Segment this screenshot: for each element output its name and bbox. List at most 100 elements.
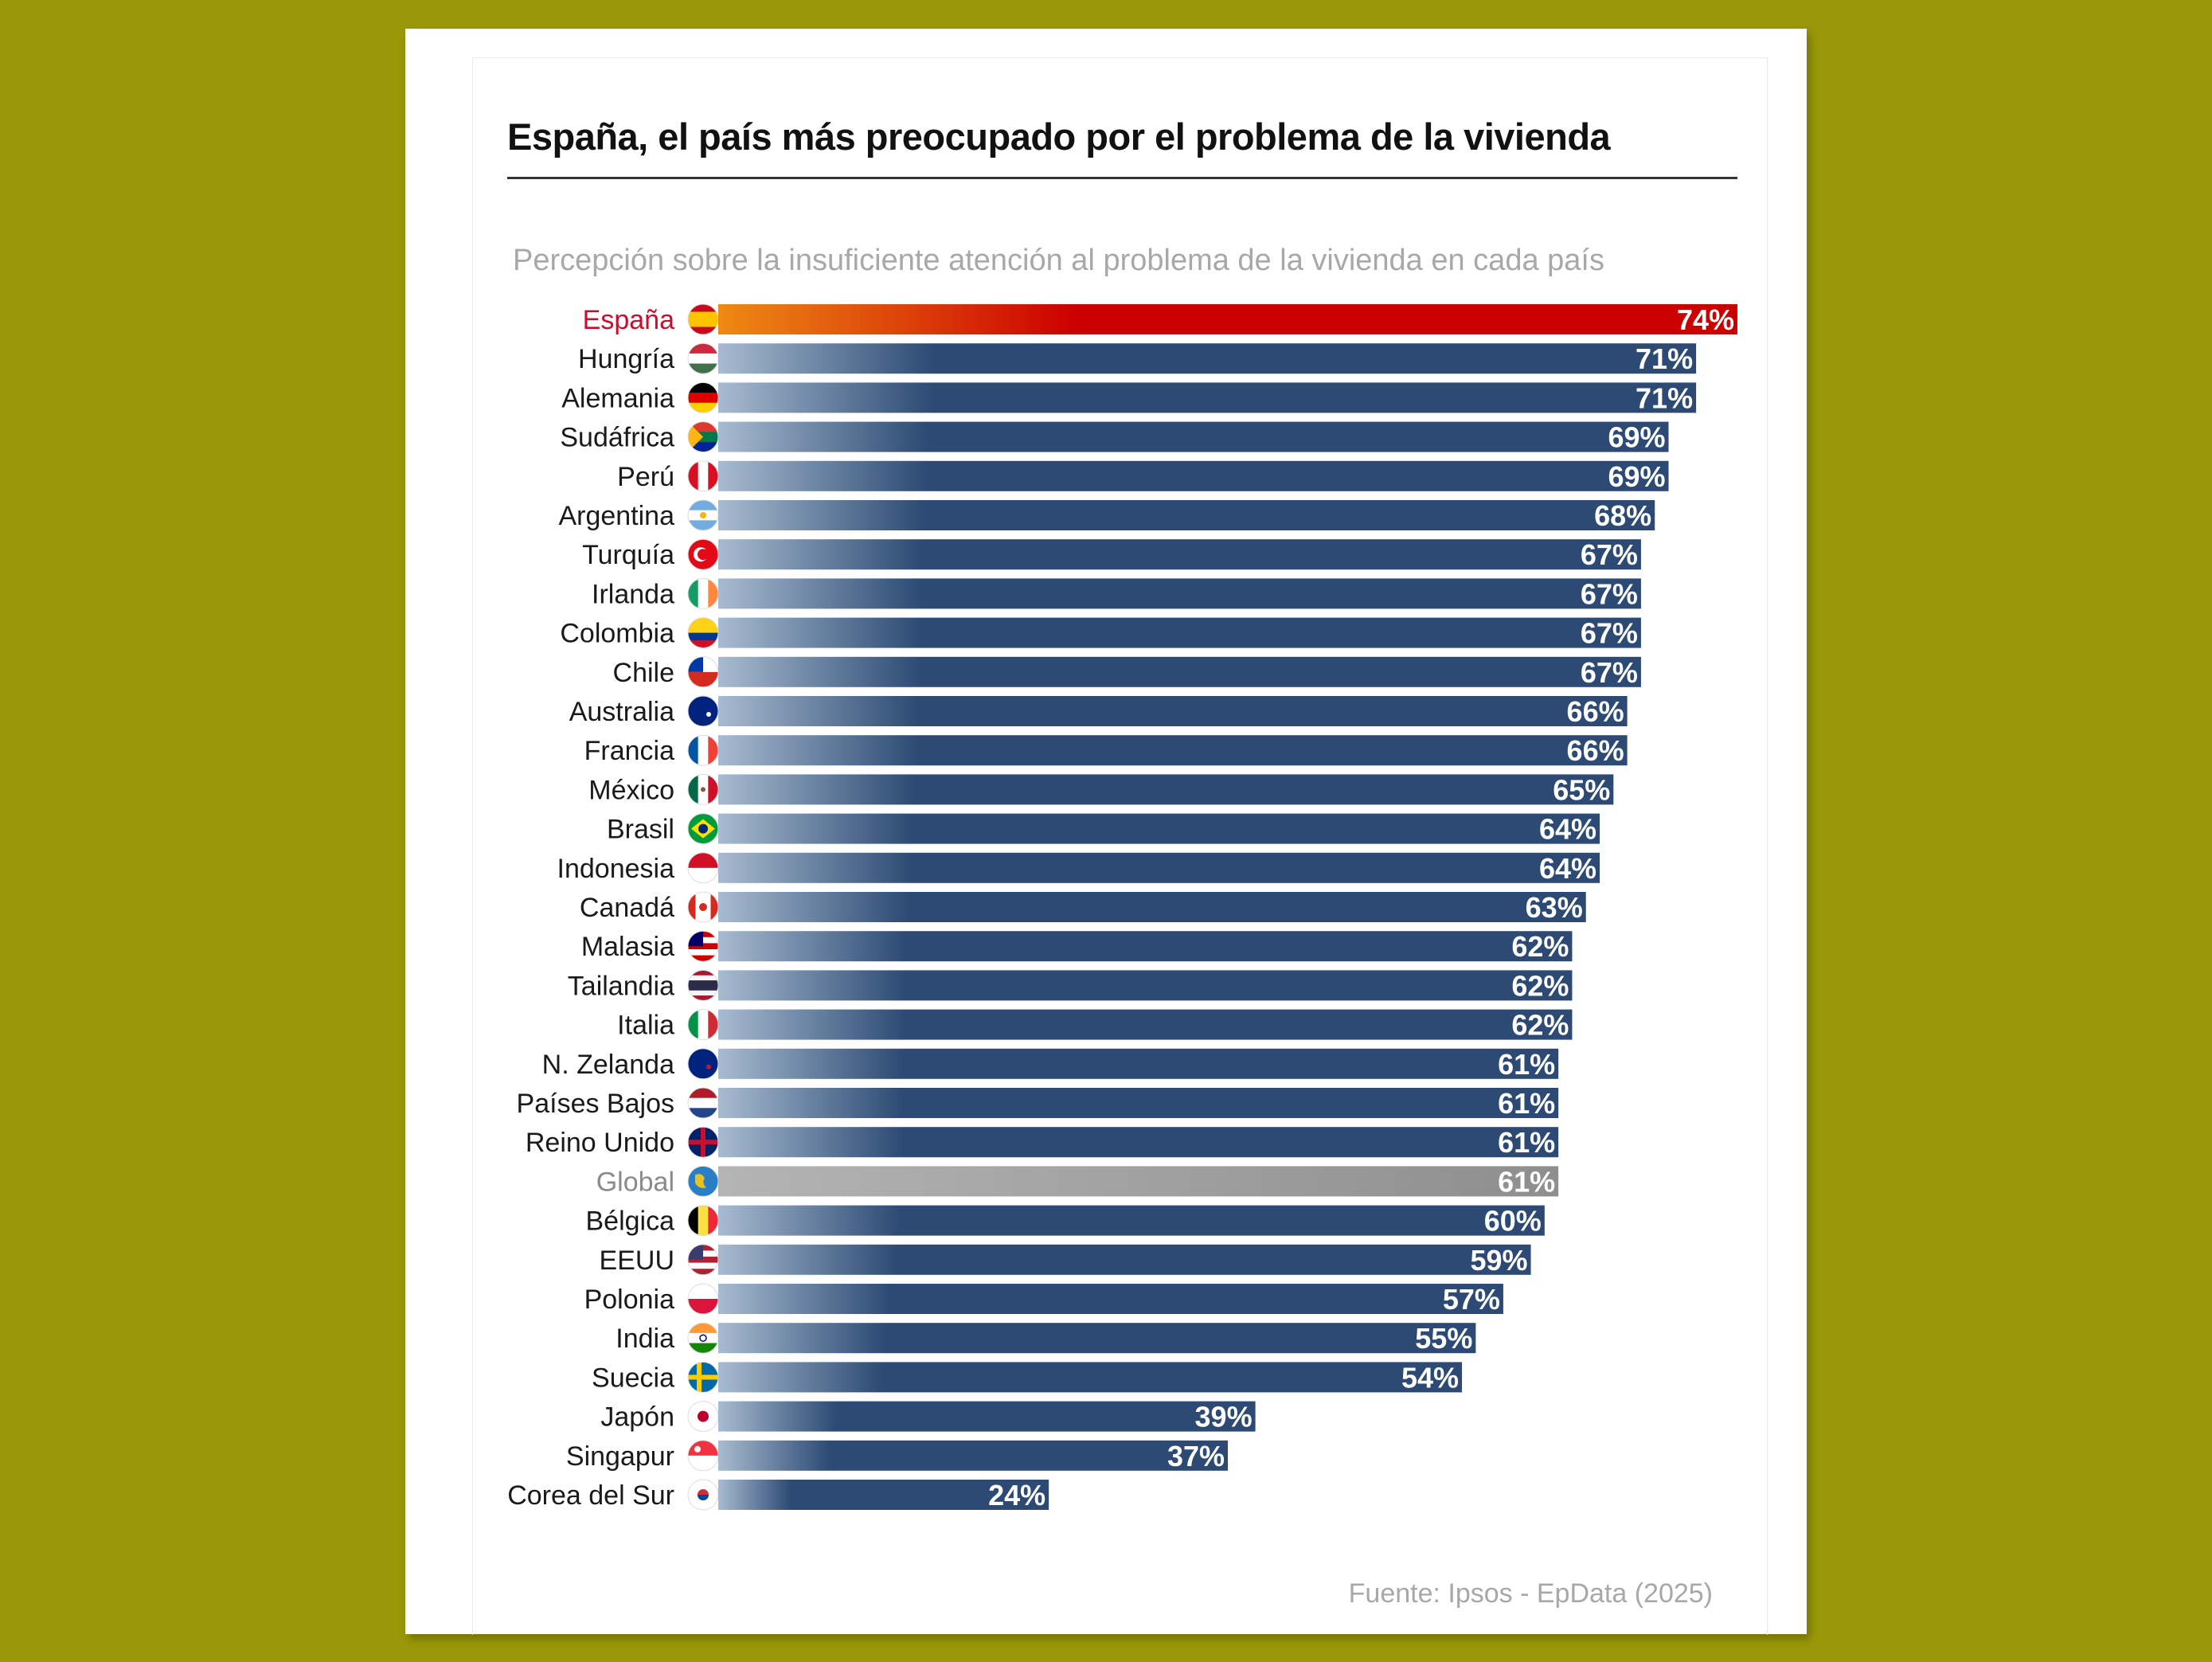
bar: [718, 1362, 1463, 1393]
category-label: México: [588, 775, 674, 805]
sweden-flag-icon: [687, 1361, 719, 1393]
chart-title: España, el país más preocupado por el pr…: [507, 115, 1611, 158]
value-label: 66%: [1567, 734, 1624, 767]
value-label: 64%: [1539, 852, 1596, 885]
bar-row: Malasia 62%: [581, 930, 1573, 963]
value-label: 57%: [1443, 1283, 1500, 1316]
bar: [718, 931, 1573, 962]
france-flag-icon: [687, 734, 719, 766]
value-label: 61%: [1498, 1087, 1555, 1120]
bar-row: Argentina 68%: [558, 499, 1655, 532]
bar: [718, 343, 1697, 374]
bar-row: Francia 66%: [584, 734, 1628, 767]
brazil-flag-icon: [687, 813, 719, 845]
value-label: 59%: [1470, 1244, 1527, 1277]
source-note: Fuente: Ipsos - EpData (2025): [1348, 1578, 1713, 1609]
category-label: Francia: [584, 736, 674, 766]
category-label: Argentina: [558, 501, 674, 531]
category-label: Malasia: [581, 932, 674, 962]
bar: [718, 1284, 1503, 1314]
category-label: Japón: [600, 1402, 674, 1433]
south-korea-flag-icon: [687, 1479, 719, 1511]
bar: [718, 1440, 1228, 1471]
canada-flag-icon: [687, 891, 719, 923]
category-label: Italia: [617, 1011, 674, 1041]
bar-row: Indonesia 64%: [557, 852, 1600, 885]
value-label: 67%: [1581, 617, 1638, 650]
bar-row: Chile 67%: [613, 656, 1641, 689]
bar: [718, 970, 1573, 1001]
value-label: 67%: [1581, 656, 1638, 689]
bar-row: Singapur 37%: [566, 1440, 1228, 1472]
bar-row: N. Zelanda 61%: [542, 1048, 1559, 1081]
category-label: Colombia: [560, 619, 674, 649]
bar-highlight: [718, 304, 1737, 334]
category-label: EEUU: [600, 1246, 674, 1276]
bar-row: Global 61%: [596, 1165, 1559, 1198]
bar: [718, 382, 1697, 413]
value-label: 61%: [1498, 1048, 1555, 1081]
bar-row: Polonia 57%: [584, 1283, 1503, 1316]
bar: [718, 1323, 1476, 1354]
bar-row: Canadá 63%: [580, 891, 1586, 924]
bar: [718, 500, 1655, 530]
chile-flag-icon: [687, 656, 719, 688]
bar-row: Corea del Sur 24%: [507, 1479, 1049, 1511]
globe-icon: [687, 1165, 719, 1197]
category-label: Brasil: [607, 815, 674, 845]
bar-row: Australia 66%: [569, 695, 1628, 728]
bar: [718, 774, 1614, 805]
bar: [718, 892, 1586, 922]
value-label: 60%: [1484, 1205, 1542, 1238]
category-label: Polonia: [584, 1285, 675, 1315]
value-label: 62%: [1511, 930, 1569, 963]
south-africa-flag-icon: [687, 421, 719, 453]
value-label: 71%: [1636, 342, 1693, 375]
bar: [718, 735, 1628, 766]
value-label: 63%: [1526, 891, 1583, 924]
category-label: Hungría: [578, 344, 674, 374]
bar-row: Bélgica 60%: [585, 1205, 1545, 1238]
value-label: 69%: [1608, 460, 1665, 493]
value-label: 39%: [1195, 1401, 1253, 1433]
chart-frame: [472, 57, 1768, 1635]
value-label: 65%: [1553, 773, 1610, 806]
new-zealand-flag-icon: [687, 1048, 719, 1080]
indonesia-flag-icon: [687, 852, 719, 884]
netherlands-flag-icon: [687, 1087, 719, 1119]
argentina-flag-icon: [687, 499, 719, 531]
bar-row: EEUU 59%: [600, 1244, 1531, 1277]
bar-row: Suecia 54%: [592, 1361, 1463, 1394]
peru-flag-icon: [687, 460, 719, 492]
value-label: 61%: [1498, 1165, 1555, 1198]
value-label: 61%: [1498, 1126, 1555, 1159]
value-label: 67%: [1581, 538, 1638, 571]
bar-row: Brasil 64%: [607, 813, 1600, 846]
bar-row: Perú 69%: [617, 460, 1669, 493]
category-label: Tailandia: [568, 971, 674, 1001]
bar-row: India 55%: [616, 1322, 1476, 1355]
colombia-flag-icon: [687, 617, 719, 649]
bar-row: Tailandia 62%: [568, 969, 1573, 1002]
bar: [718, 1127, 1559, 1158]
category-label: Canadá: [580, 893, 674, 923]
usa-flag-icon: [687, 1244, 719, 1276]
value-label: 74%: [1677, 303, 1734, 336]
chart-subtitle: Percepción sobre la insuficiente atenció…: [513, 244, 1604, 277]
hungary-flag-icon: [687, 342, 719, 374]
category-label: N. Zelanda: [542, 1050, 674, 1080]
bar-reference: [718, 1166, 1559, 1197]
italy-flag-icon: [687, 1009, 719, 1041]
value-label: 37%: [1167, 1440, 1225, 1472]
category-label: Indonesia: [557, 854, 675, 884]
singapore-flag-icon: [687, 1440, 719, 1472]
bar-row: Colombia 67%: [560, 617, 1641, 650]
category-label: India: [616, 1324, 674, 1354]
bar: [718, 578, 1641, 609]
title-divider: [507, 177, 1737, 179]
japan-flag-icon: [687, 1401, 719, 1433]
category-label: Suecia: [592, 1363, 674, 1393]
category-label: Sudáfrica: [560, 423, 674, 453]
category-label: Irlanda: [592, 579, 674, 609]
value-label: 62%: [1511, 969, 1569, 1002]
